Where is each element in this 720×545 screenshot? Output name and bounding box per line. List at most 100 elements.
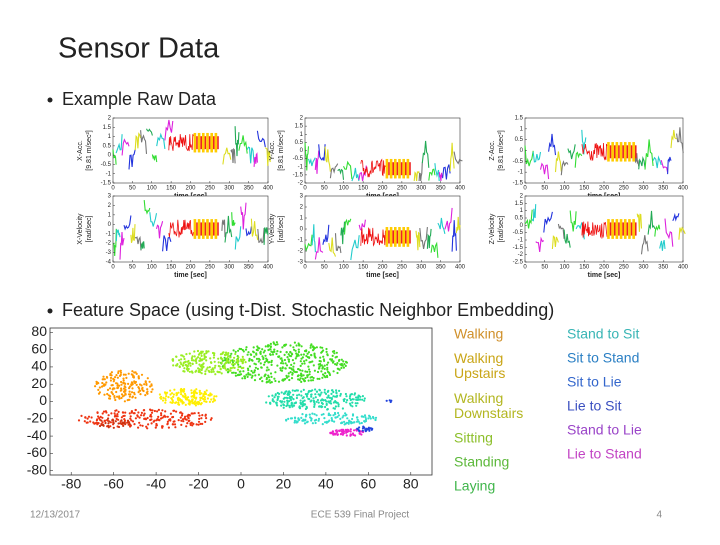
- x-tick-label: 150: [579, 265, 590, 271]
- cluster-decoration: [128, 395, 131, 398]
- cluster-decoration: [232, 371, 235, 374]
- cluster-decoration: [326, 390, 329, 393]
- cluster-decoration: [355, 404, 358, 407]
- cluster-decoration: [326, 368, 329, 371]
- cluster-decoration: [109, 379, 112, 382]
- signal-decoration: [409, 230, 411, 244]
- signal-decoration: [394, 227, 397, 247]
- cluster-decoration: [238, 347, 241, 350]
- cluster-decoration: [308, 373, 311, 376]
- cluster-decoration: [214, 373, 217, 376]
- cluster-decoration: [175, 394, 178, 397]
- signal-decoration: [659, 239, 666, 251]
- cluster-decoration: [331, 354, 334, 357]
- cluster-decoration: [300, 390, 303, 393]
- cluster-decoration: [212, 397, 215, 400]
- cluster-decoration: [280, 404, 283, 407]
- cluster-decoration: [103, 384, 106, 387]
- cluster-decoration: [202, 362, 205, 365]
- signal-decoration: [197, 132, 201, 153]
- cluster-decoration: [114, 420, 117, 423]
- cluster-decoration: [274, 343, 277, 346]
- cluster-decoration: [285, 376, 289, 379]
- cluster-decoration: [324, 372, 327, 375]
- cluster-decoration: [115, 374, 118, 377]
- cluster-decoration: [311, 345, 314, 348]
- signal-decoration: [442, 164, 451, 180]
- cluster-decoration: [143, 412, 146, 415]
- cluster-decoration: [170, 397, 173, 400]
- signal-decoration: [574, 151, 583, 168]
- cluster-decoration: [321, 423, 324, 426]
- cluster-decoration: [297, 350, 300, 354]
- y-tick-label: 0: [39, 392, 47, 408]
- signal-decoration: [311, 224, 316, 253]
- x-tick-label: 150: [358, 265, 369, 271]
- cluster-decoration: [316, 398, 319, 402]
- cluster-decoration: [276, 364, 279, 367]
- cluster-decoration: [208, 366, 211, 369]
- cluster-decoration: [291, 368, 294, 371]
- raw-plot: 0 50 100 150 200 250 300 350 400 -2.5 -2-1.5-1 -0.5…: [489, 194, 689, 279]
- signal-decoration: [611, 219, 614, 239]
- cluster-decoration: [185, 425, 188, 428]
- cluster-decoration: [281, 360, 284, 363]
- cluster-decoration: [360, 421, 363, 425]
- signal-decoration: [609, 145, 612, 159]
- signal-decoration: [115, 229, 121, 242]
- cluster-decoration: [144, 418, 148, 421]
- cluster-decoration: [206, 366, 209, 369]
- cluster-decoration: [325, 350, 328, 353]
- cluster-decoration: [201, 422, 204, 425]
- signal-decoration: [524, 145, 534, 167]
- cluster-decoration: [268, 361, 271, 364]
- cluster-decoration: [291, 359, 294, 362]
- cluster-decoration: [259, 352, 262, 355]
- signal-decoration: [405, 230, 407, 244]
- cluster-decoration: [265, 401, 268, 404]
- cluster-decoration: [332, 414, 335, 417]
- cluster-decoration: [213, 360, 216, 363]
- cluster-decoration: [351, 401, 354, 404]
- cluster-decoration: [220, 372, 223, 375]
- cluster-decoration: [169, 401, 172, 404]
- cluster-decoration: [301, 413, 304, 416]
- cluster-decoration: [337, 414, 340, 417]
- cluster-decoration: [122, 373, 125, 376]
- cluster-decoration: [356, 402, 359, 405]
- signal-decoration: [428, 168, 436, 181]
- cluster-decoration: [140, 373, 144, 376]
- cluster-decoration: [299, 364, 302, 367]
- cluster-decoration: [363, 397, 366, 400]
- cluster-decoration: [340, 358, 343, 361]
- y-tick-label: 0: [300, 227, 304, 233]
- legend-entry: Laying: [454, 478, 495, 494]
- cluster-decoration: [267, 395, 270, 398]
- cluster-decoration: [149, 413, 152, 416]
- cluster-decoration: [148, 380, 151, 383]
- cluster-decoration: [190, 357, 193, 360]
- cluster-decoration: [262, 357, 265, 361]
- x-tick-label: 200: [185, 186, 196, 192]
- cluster-decoration: [143, 383, 146, 386]
- cluster-decoration: [252, 350, 255, 353]
- cluster-decoration: [335, 389, 338, 392]
- cluster-decoration: [337, 403, 340, 406]
- cluster-decoration: [183, 417, 186, 420]
- cluster-decoration: [308, 413, 311, 416]
- cluster-decoration: [330, 402, 333, 405]
- signal-decoration: [392, 230, 394, 244]
- cluster-decoration: [310, 393, 313, 396]
- cluster-decoration: [241, 362, 244, 365]
- cluster-decoration: [368, 429, 371, 432]
- cluster-decoration: [133, 423, 136, 426]
- cluster-decoration: [219, 356, 223, 359]
- signal-decoration: [128, 149, 136, 170]
- cluster-decoration: [209, 392, 212, 395]
- signal-decoration: [613, 222, 616, 236]
- cluster-decoration: [264, 345, 267, 348]
- cluster-decoration: [324, 392, 328, 395]
- cluster-decoration: [267, 368, 270, 371]
- cluster-decoration: [345, 361, 348, 364]
- signal-decoration: [221, 219, 226, 238]
